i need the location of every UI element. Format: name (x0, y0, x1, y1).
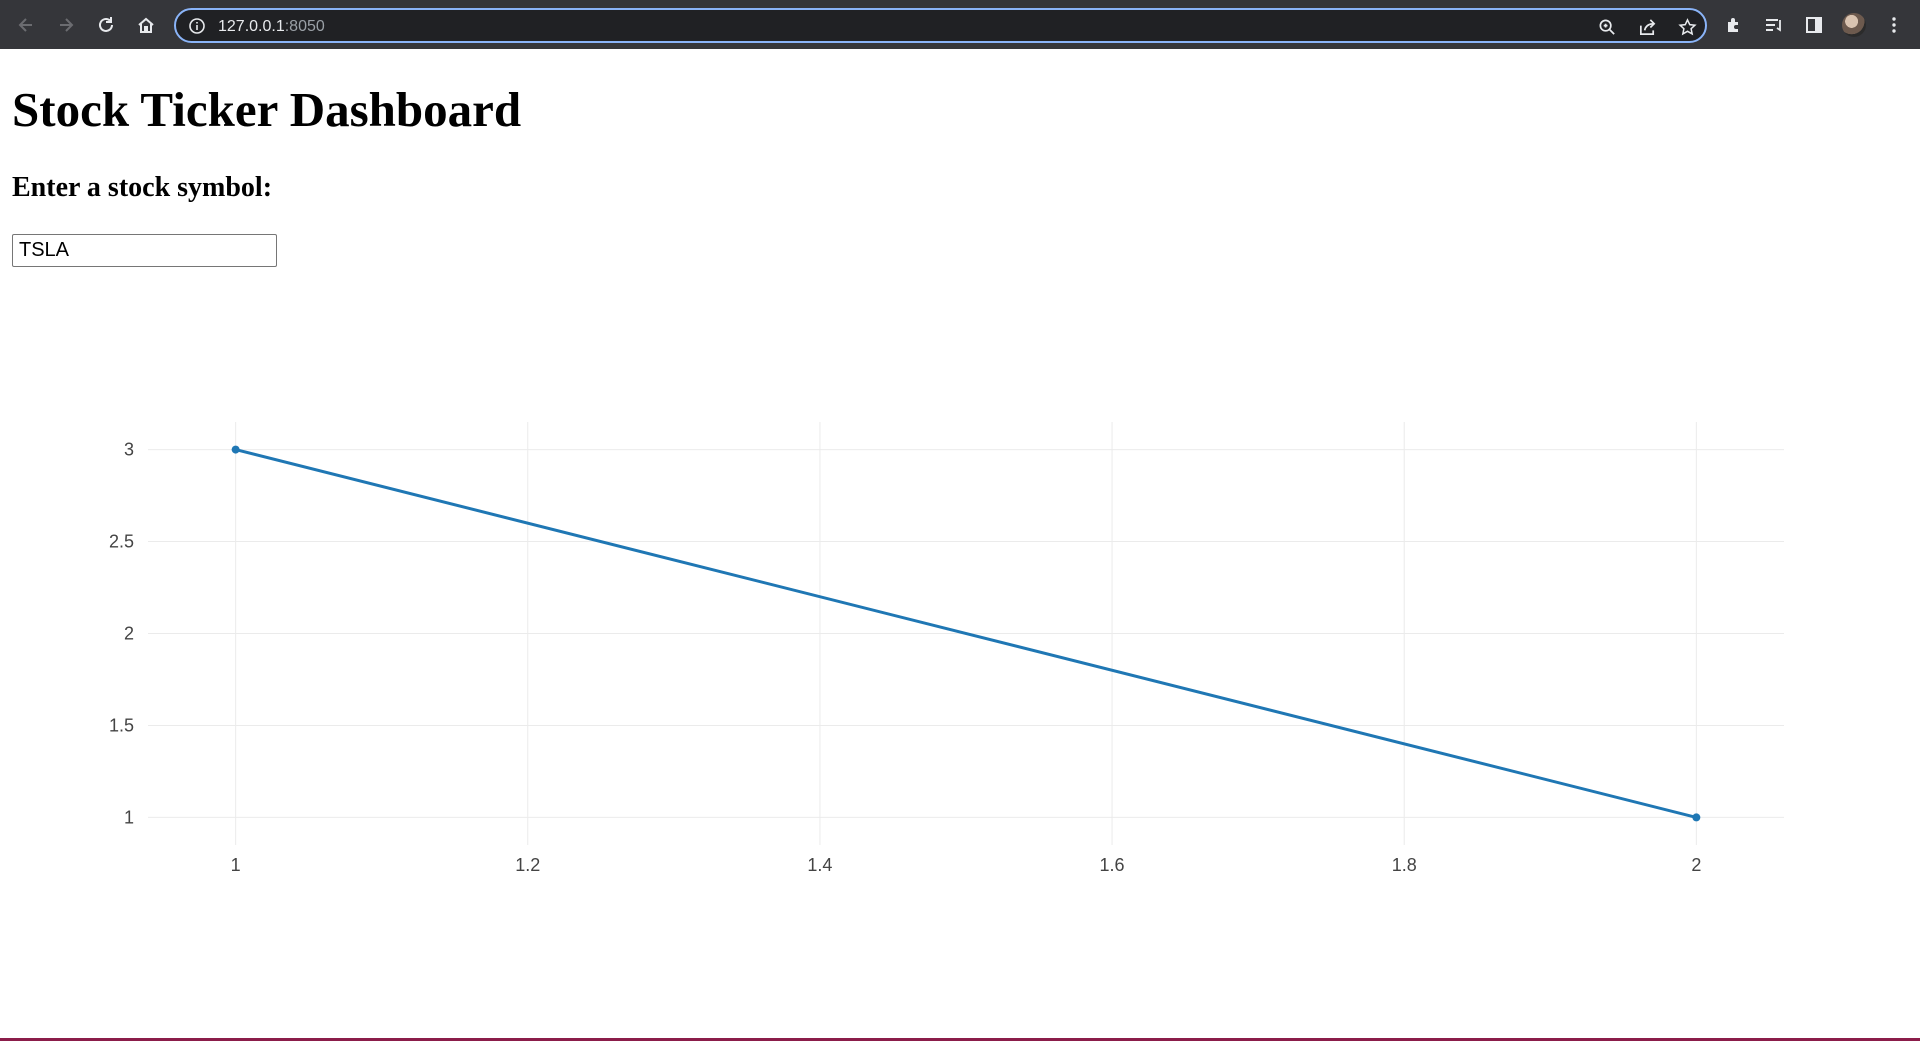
bookmark-star-icon[interactable] (1676, 16, 1698, 38)
profile-avatar[interactable] (1842, 13, 1866, 37)
stock-symbol-input[interactable] (12, 234, 277, 267)
symbol-prompt-label: Enter a stock symbol: (12, 172, 273, 203)
url-text[interactable]: 127.0.0.1:8050 (218, 18, 325, 35)
x-tick-label: 1 (231, 855, 241, 875)
x-tick-label: 1.8 (1392, 855, 1417, 875)
page-title: Stock Ticker Dashboard (12, 82, 522, 137)
zoom-icon[interactable] (1596, 16, 1618, 38)
data-point (231, 445, 240, 454)
y-tick-label: 1.5 (109, 715, 134, 735)
window-bottom-border (0, 1038, 1920, 1041)
stock-line-chart[interactable]: 1 1.2 1.4 1.6 1.8 2 1 1.5 2 2.5 3 (0, 400, 1920, 900)
address-bar[interactable]: 127.0.0.1:8050 (174, 8, 1707, 43)
info-icon[interactable] (188, 17, 206, 35)
y-tick-label: 2 (124, 624, 134, 644)
browser-toolbar: 127.0.0.1:8050 (0, 0, 1920, 49)
x-tick-label: 1.6 (1100, 855, 1125, 875)
y-tick-label: 3 (124, 440, 134, 460)
side-panel-icon[interactable] (1798, 9, 1830, 41)
share-icon[interactable] (1636, 16, 1658, 38)
x-tick-label: 1.2 (515, 855, 540, 875)
back-icon[interactable] (10, 9, 42, 41)
series-line (235, 448, 1697, 819)
y-tick-label: 2.5 (109, 532, 134, 552)
home-icon[interactable] (130, 9, 162, 41)
reload-icon[interactable] (90, 9, 122, 41)
reading-list-icon[interactable] (1758, 9, 1790, 41)
forward-icon[interactable] (50, 9, 82, 41)
data-point (1692, 813, 1701, 822)
menu-icon[interactable] (1878, 9, 1910, 41)
extensions-icon[interactable] (1718, 9, 1750, 41)
y-tick-label: 1 (124, 807, 134, 827)
x-tick-label: 2 (1691, 855, 1701, 875)
x-tick-label: 1.4 (807, 855, 832, 875)
